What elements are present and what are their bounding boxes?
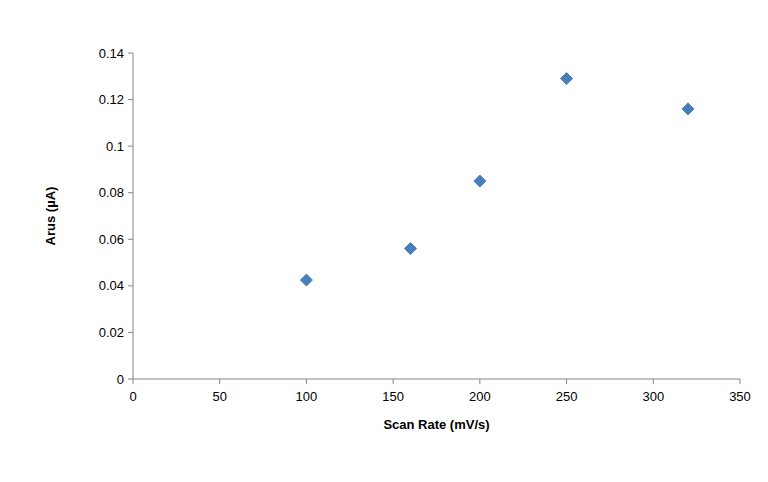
point [474, 175, 486, 187]
x-tick [566, 379, 567, 384]
y-axis [133, 53, 134, 379]
x-tick [653, 379, 654, 384]
y-tick [128, 379, 133, 380]
y-tick [128, 192, 133, 193]
points [300, 73, 694, 286]
x-tick [393, 379, 394, 384]
y-tick-label: 0.12 [99, 92, 124, 107]
x-tick-label: 300 [642, 389, 664, 404]
y-tick [128, 146, 133, 147]
x-tick-label: 250 [556, 389, 578, 404]
point [682, 103, 694, 115]
y-tick [128, 332, 133, 333]
x-tick [219, 379, 220, 384]
x-tick-label: 100 [296, 389, 318, 404]
y-tick-label: 0 [117, 372, 124, 387]
y-axis-title: Arus (µA) [43, 187, 58, 246]
y-tick-label: 0.1 [106, 139, 124, 154]
y-tick-label: 0.06 [99, 232, 124, 247]
x-tick [306, 379, 307, 384]
point [404, 243, 416, 255]
x-tick-label: 50 [212, 389, 226, 404]
y-tick [128, 99, 133, 100]
x-tick-label: 350 [729, 389, 751, 404]
y-tick [128, 239, 133, 240]
y-tick [128, 53, 133, 54]
x-tick [133, 379, 134, 384]
y-tick-label: 0.08 [99, 185, 124, 200]
point [300, 274, 312, 286]
y-tick [128, 285, 133, 286]
x-tick-label: 200 [469, 389, 491, 404]
x-tick-label: 150 [382, 389, 404, 404]
y-tick-label: 0.14 [99, 46, 124, 61]
y-tick-label: 0.04 [99, 278, 124, 293]
y-tick-label: 0.02 [99, 325, 124, 340]
x-tick [740, 379, 741, 384]
chart: 0 0.02 0.04 0.06 0.08 0.1 0.12 0.14 0 50 100 150 200… [0, 0, 768, 482]
x-tick [479, 379, 480, 384]
x-tick-label: 0 [129, 389, 136, 404]
x-axis-title: Scan Rate (mV/s) [383, 417, 489, 432]
x-axis [133, 379, 740, 380]
point [561, 73, 573, 85]
